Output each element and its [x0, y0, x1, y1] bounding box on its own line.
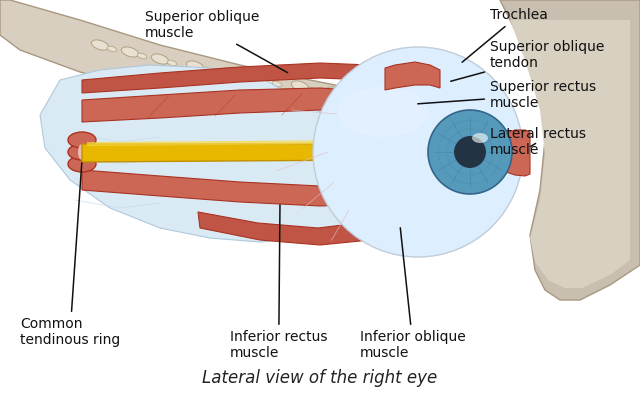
Ellipse shape	[78, 144, 86, 160]
Ellipse shape	[68, 132, 96, 148]
Ellipse shape	[75, 138, 89, 166]
Polygon shape	[40, 65, 375, 242]
Ellipse shape	[137, 53, 147, 59]
Text: Superior rectus
muscle: Superior rectus muscle	[418, 80, 596, 110]
Ellipse shape	[68, 144, 96, 160]
Polygon shape	[500, 130, 530, 176]
Ellipse shape	[326, 87, 344, 97]
Text: Lateral view of the right eye: Lateral view of the right eye	[202, 369, 438, 387]
Ellipse shape	[202, 67, 212, 73]
Polygon shape	[0, 0, 400, 132]
Polygon shape	[87, 140, 365, 146]
Ellipse shape	[122, 47, 139, 57]
Ellipse shape	[338, 87, 428, 137]
Text: Trochlea: Trochlea	[462, 8, 548, 62]
Ellipse shape	[440, 64, 470, 80]
Ellipse shape	[221, 68, 239, 78]
Ellipse shape	[186, 61, 204, 71]
Polygon shape	[418, 72, 455, 100]
Ellipse shape	[68, 156, 96, 172]
Polygon shape	[82, 144, 370, 162]
Ellipse shape	[92, 40, 109, 50]
Ellipse shape	[472, 133, 488, 143]
Ellipse shape	[257, 75, 274, 85]
Circle shape	[313, 47, 523, 257]
Ellipse shape	[107, 46, 117, 52]
Polygon shape	[82, 88, 415, 122]
Circle shape	[428, 110, 512, 194]
Text: Superior oblique
muscle: Superior oblique muscle	[145, 10, 287, 73]
Circle shape	[454, 136, 486, 168]
Text: Inferior rectus
muscle: Inferior rectus muscle	[230, 205, 328, 360]
Text: Superior oblique
tendon: Superior oblique tendon	[451, 40, 604, 81]
Ellipse shape	[448, 68, 462, 76]
Ellipse shape	[151, 54, 169, 64]
Polygon shape	[500, 0, 640, 300]
Polygon shape	[198, 175, 430, 245]
Ellipse shape	[291, 81, 308, 91]
Ellipse shape	[167, 60, 177, 66]
Polygon shape	[510, 20, 630, 288]
Ellipse shape	[342, 93, 352, 99]
Polygon shape	[82, 63, 400, 93]
Ellipse shape	[307, 87, 317, 93]
Text: Lateral rectus
muscle: Lateral rectus muscle	[490, 127, 586, 157]
Ellipse shape	[237, 74, 247, 80]
Text: Inferior oblique
muscle: Inferior oblique muscle	[360, 228, 466, 360]
Polygon shape	[385, 62, 440, 90]
Ellipse shape	[272, 81, 282, 87]
Polygon shape	[82, 170, 415, 206]
Text: Common
tendinous ring: Common tendinous ring	[20, 163, 120, 347]
